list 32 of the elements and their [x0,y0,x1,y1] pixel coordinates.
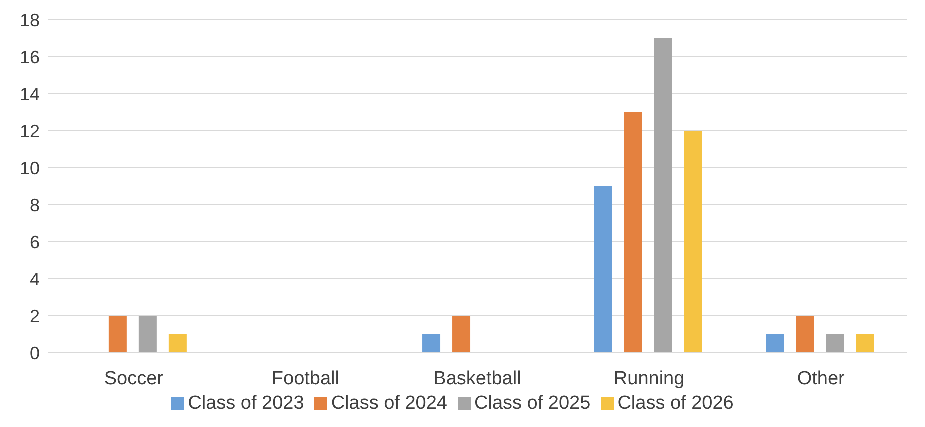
bar [168,334,187,353]
y-tick-label: 4 [30,269,40,290]
bar [684,131,702,353]
x-tick-label: Other [797,368,846,390]
bar [766,334,784,353]
legend-label: Class of 2026 [618,393,734,414]
bar [594,186,612,353]
y-tick-label: 12 [20,121,40,142]
bar [856,334,874,353]
bar [452,316,471,353]
bar [826,334,844,353]
y-tick-label: 10 [20,158,40,178]
legend-label: Class of 2024 [331,393,448,414]
y-tick-label: 14 [20,84,40,104]
bar [422,334,441,353]
y-tick-label: 2 [30,306,40,326]
y-tick-label: 18 [20,10,40,30]
bar [138,316,157,353]
bar [108,316,127,353]
x-tick-label: Football [272,368,340,390]
legend-label: Class of 2023 [188,393,304,414]
y-tick-label: 8 [30,195,40,216]
x-tick-label: Soccer [104,368,164,390]
bar [624,112,642,353]
x-tick-label: Running [614,368,685,390]
bar [796,316,814,353]
legend-label: Class of 2025 [474,393,591,414]
x-tick-label: Basketball [434,368,522,390]
bar [654,38,672,353]
y-tick-label: 16 [20,47,40,68]
y-tick-label: 0 [30,343,40,364]
y-tick-label: 6 [30,232,40,252]
